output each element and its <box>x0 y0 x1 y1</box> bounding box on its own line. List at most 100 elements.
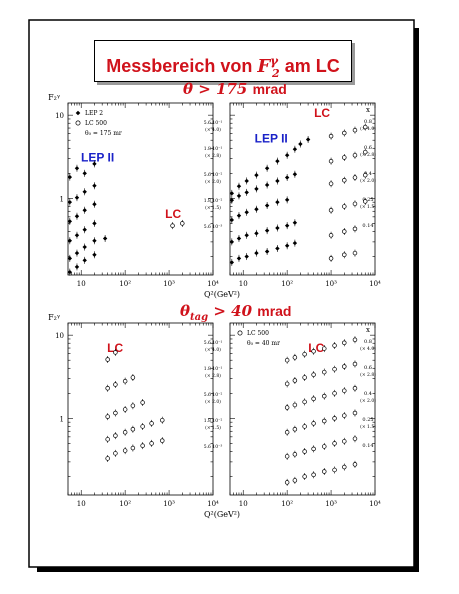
data-point-filled <box>67 256 73 261</box>
data-point-filled <box>244 210 249 215</box>
data-point-filled <box>74 166 80 171</box>
data-point-open <box>105 386 110 391</box>
data-point-open <box>342 229 347 234</box>
data-point-open <box>352 201 358 207</box>
x-column-value: 0.4 <box>364 171 372 177</box>
x-tick-label: 10³ <box>325 500 337 508</box>
cut-label-bottom: θtag > 40 mrad <box>180 302 291 323</box>
x-column-value: 0.25 <box>362 417 373 423</box>
title-text: Messbereich von <box>106 56 253 76</box>
data-point-open <box>140 400 145 405</box>
data-point-filled <box>264 249 270 254</box>
data-point-open <box>352 361 358 367</box>
panel-frame-top-right <box>229 102 376 276</box>
data-point-filled <box>275 178 280 184</box>
data-point-open <box>130 403 136 408</box>
x-column-header: x <box>366 106 370 114</box>
data-point-open <box>352 410 358 416</box>
mid-scale-label: 5.6 10⁻² <box>204 172 223 178</box>
legend-marker-filled <box>75 110 81 116</box>
data-point-filled <box>284 197 290 203</box>
data-point-filled <box>298 141 303 147</box>
x-tick-label: 10² <box>119 280 131 288</box>
data-point-filled <box>236 193 242 199</box>
data-point-open <box>342 388 347 393</box>
x-column-scale: (× 1.5) <box>360 203 376 210</box>
data-point-open <box>302 351 307 357</box>
y-tick-label: 1 <box>60 195 64 203</box>
data-point-open <box>352 250 358 256</box>
x-column-value: 0.8 <box>364 119 372 125</box>
data-point-filled <box>254 250 259 256</box>
data-point-open <box>328 256 334 261</box>
data-point-filled <box>284 223 290 228</box>
cut-top-unit: mrad <box>252 81 287 97</box>
data-point-open <box>122 378 128 384</box>
title-symbol: Fγ2 <box>257 54 279 80</box>
data-point-filled <box>92 238 97 243</box>
data-point-filled <box>82 227 87 232</box>
data-point-filled <box>244 254 249 259</box>
x-tick-label: 10⁴ <box>369 280 381 288</box>
legend-marker-open <box>237 330 243 336</box>
data-point-open <box>328 233 334 238</box>
data-point-open <box>342 130 347 136</box>
data-point-open <box>284 405 290 410</box>
data-point-open <box>363 199 368 204</box>
data-point-open <box>130 445 136 451</box>
x-column-scale: (× 4.0) <box>360 345 376 352</box>
data-point-filled <box>236 256 242 261</box>
data-point-open <box>311 372 316 377</box>
data-point-open <box>328 181 334 186</box>
data-point-open <box>113 410 118 416</box>
data-point-open <box>311 472 316 478</box>
data-point-open <box>342 155 347 160</box>
cut-bottom-rest: > 40 <box>213 302 253 320</box>
data-point-filled <box>92 202 97 207</box>
data-point-filled <box>92 252 97 257</box>
data-point-filled <box>92 221 97 226</box>
data-point-open <box>352 436 358 441</box>
mid-scale-label: 5.6 10⁻³ <box>204 224 223 230</box>
data-point-open <box>342 204 347 209</box>
data-point-open <box>332 391 337 396</box>
data-point-filled <box>92 183 97 188</box>
x-column-value: 0.14 <box>362 443 373 449</box>
data-point-open <box>342 464 347 470</box>
data-point-open <box>284 357 290 363</box>
x-tick-label: 10² <box>119 500 131 508</box>
data-point-filled <box>74 195 80 200</box>
data-point-open <box>363 149 368 155</box>
data-point-filled <box>292 172 298 177</box>
data-point-open <box>180 221 185 226</box>
data-point-filled <box>284 153 290 158</box>
data-point-open <box>332 467 337 473</box>
data-point-open <box>311 396 316 402</box>
page-title: Messbereich von Fγ2 am LC <box>95 41 351 81</box>
x-column-value: 0.25 <box>362 197 373 203</box>
data-point-open <box>342 439 347 444</box>
data-point-filled <box>67 219 73 224</box>
legend-entry: LC 500 <box>85 120 107 127</box>
data-point-filled <box>254 207 259 212</box>
x-column-scale: (× 1.5) <box>360 423 376 430</box>
data-point-filled <box>67 199 73 205</box>
cut-bottom-math: θ <box>180 302 191 320</box>
cut-bottom-sub: tag <box>190 312 209 323</box>
mid-scale-label: 5.6 10⁻¹ <box>204 120 223 126</box>
cut-top-math: θ > 175 <box>183 80 248 98</box>
data-point-filled <box>244 190 249 195</box>
data-point-open <box>342 340 347 346</box>
cut-bottom-unit: mrad <box>257 303 292 319</box>
y-axis-label: F₂ᵞ <box>48 93 60 102</box>
x-column-scale: (× 2.0) <box>360 397 376 404</box>
data-point-filled <box>292 240 298 246</box>
panel-frame-bottom-left <box>67 322 214 496</box>
data-point-open <box>130 375 136 380</box>
x-column-scale: (× 2.0) <box>360 177 376 184</box>
data-point-open <box>332 366 337 372</box>
data-point-filled <box>254 186 259 192</box>
data-point-filled <box>92 161 97 167</box>
x-column-header: x <box>366 326 370 334</box>
data-point-filled <box>236 184 242 189</box>
